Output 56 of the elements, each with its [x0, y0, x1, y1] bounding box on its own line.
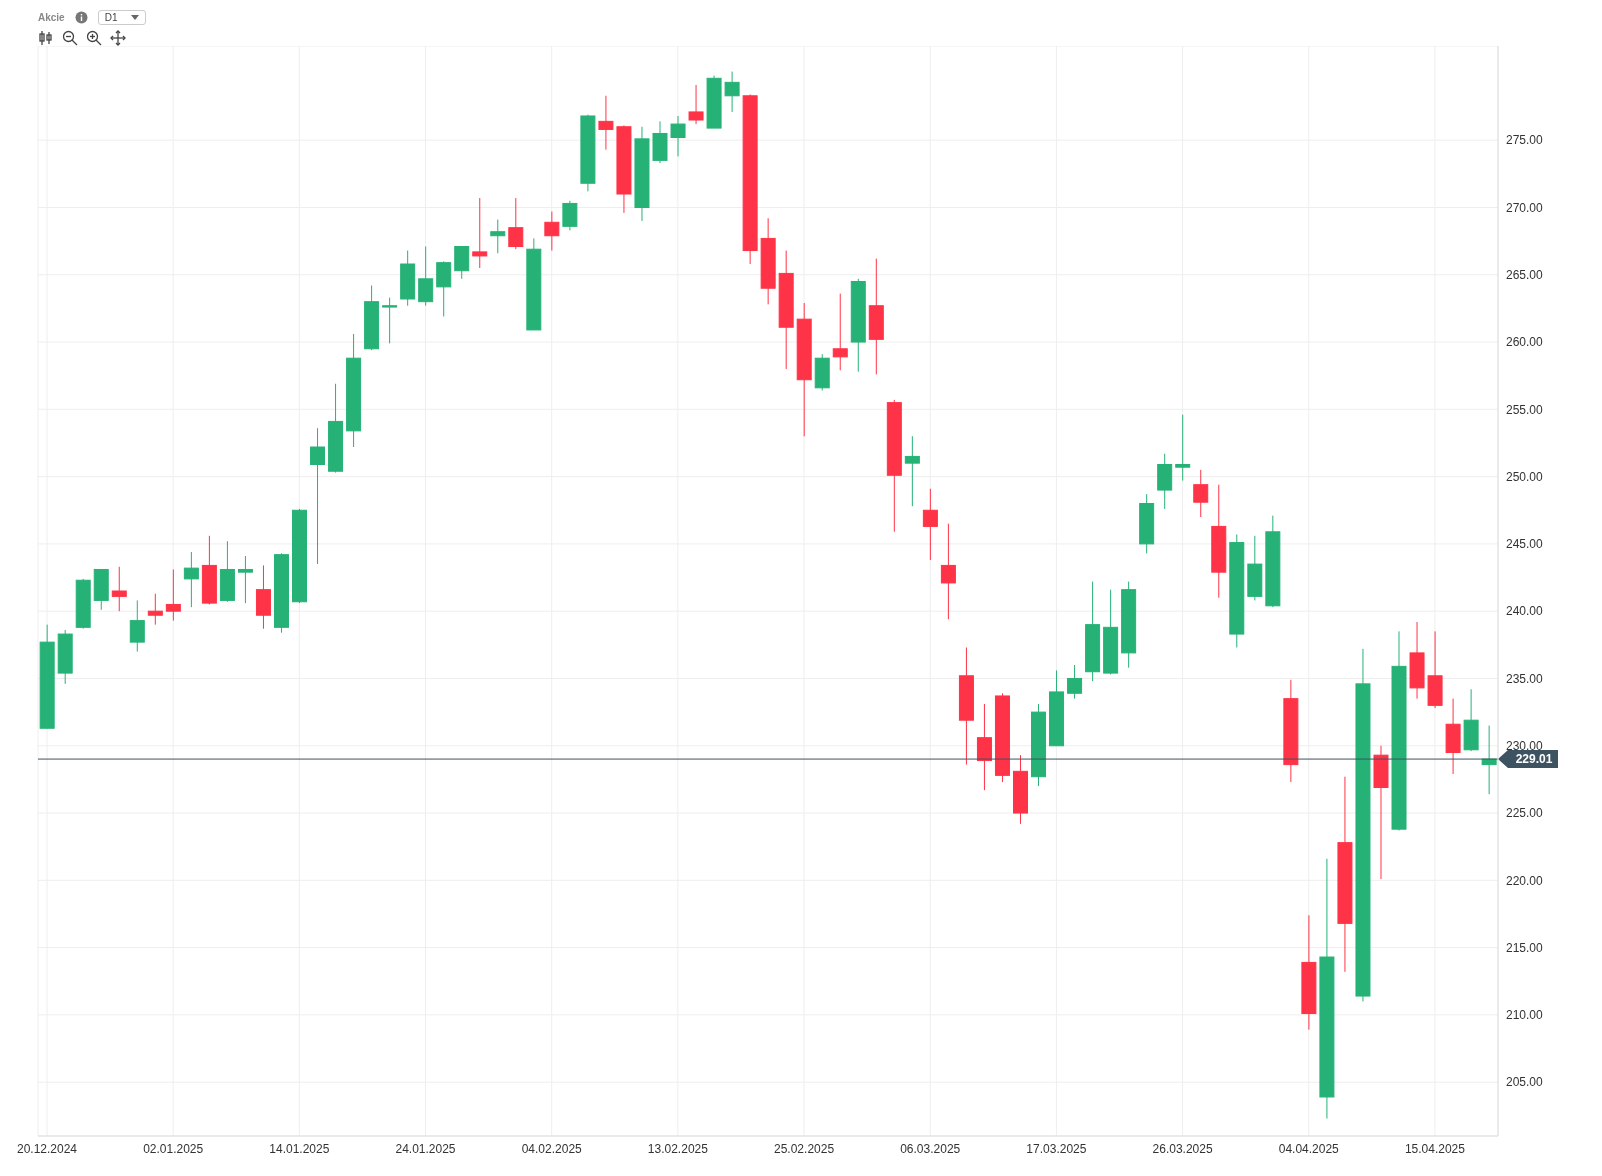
x-tick-label: 24.01.2025 [395, 1141, 456, 1156]
y-tick-label: 270.00 [1506, 200, 1544, 215]
y-tick-label: 245.00 [1506, 537, 1544, 552]
candlestick [598, 95, 614, 151]
candlestick [670, 115, 686, 157]
candlestick [562, 200, 578, 231]
candlestick [832, 293, 848, 371]
candlestick [1175, 414, 1191, 482]
chart-subtitle: D1 [97, 9, 147, 25]
candlestick [688, 84, 704, 125]
candlestick [904, 435, 920, 507]
candlestick [129, 599, 145, 653]
candlestick [1067, 664, 1083, 700]
x-tick-label: 25.02.2025 [774, 1141, 835, 1156]
x-tick-label: 04.04.2025 [1278, 1141, 1340, 1156]
ref-line-label: 229.01 [1515, 752, 1553, 767]
x-tick-label: 20.12.2024 [16, 1141, 78, 1156]
y-tick-label: 250.00 [1506, 469, 1544, 484]
y-tick-label: 220.00 [1506, 873, 1544, 888]
y-tick-label: 265.00 [1506, 268, 1544, 283]
x-tick-label: 15.04.2025 [1404, 1141, 1466, 1156]
candlestick [1193, 469, 1209, 518]
y-tick-label: 275.00 [1506, 133, 1544, 148]
candlestick [183, 551, 199, 608]
x-tick-label: 14.01.2025 [269, 1141, 330, 1156]
candlestick [237, 555, 253, 604]
candlestick [976, 703, 992, 791]
y-tick-label: 235.00 [1506, 671, 1544, 686]
x-tick-label: 06.03.2025 [900, 1141, 961, 1156]
y-tick-label: 255.00 [1506, 402, 1544, 417]
candlestick [472, 197, 488, 269]
candlestick [490, 219, 506, 254]
candlestick [310, 427, 326, 565]
x-tick-label: 26.03.2025 [1152, 1141, 1213, 1156]
candlestick [418, 246, 434, 307]
candlestick [922, 488, 938, 561]
x-tick-label: 13.02.2025 [647, 1141, 709, 1156]
x-tick-label: 17.03.2025 [1026, 1141, 1087, 1156]
y-tick-label: 225.00 [1506, 806, 1544, 821]
candlestick [724, 71, 740, 113]
candlestick [544, 211, 560, 252]
x-tick-label: 04.02.2025 [521, 1141, 583, 1156]
candlestick [382, 297, 398, 344]
y-tick-label: 205.00 [1506, 1075, 1544, 1090]
candlestick [508, 197, 524, 250]
candlestick [165, 568, 181, 622]
candlestick [940, 523, 956, 620]
candlestick [111, 566, 127, 612]
x-tick-label: 02.01.2025 [143, 1141, 204, 1156]
y-tick-label: 260.00 [1506, 335, 1544, 350]
y-tick-label: 230.00 [1506, 739, 1544, 754]
y-tick-label: 240.00 [1506, 604, 1544, 619]
chart-title: Akcie [38, 11, 65, 23]
y-tick-label: 210.00 [1506, 1008, 1544, 1023]
candlestick [147, 593, 163, 626]
y-tick-label: 215.00 [1506, 940, 1544, 955]
